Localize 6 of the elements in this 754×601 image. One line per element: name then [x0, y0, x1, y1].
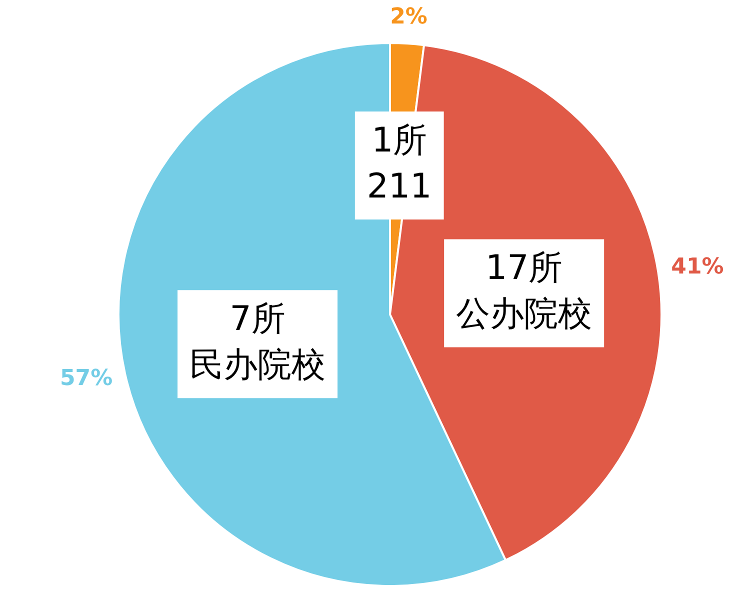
data-label: 2%: [390, 4, 428, 30]
data-label: 57%: [60, 366, 113, 392]
data-label: 41%: [671, 254, 724, 280]
slice-label: 1所211: [366, 120, 432, 206]
slice-label: 7所民办院校: [190, 298, 326, 385]
slice-label: 17所公办院校: [456, 248, 592, 334]
